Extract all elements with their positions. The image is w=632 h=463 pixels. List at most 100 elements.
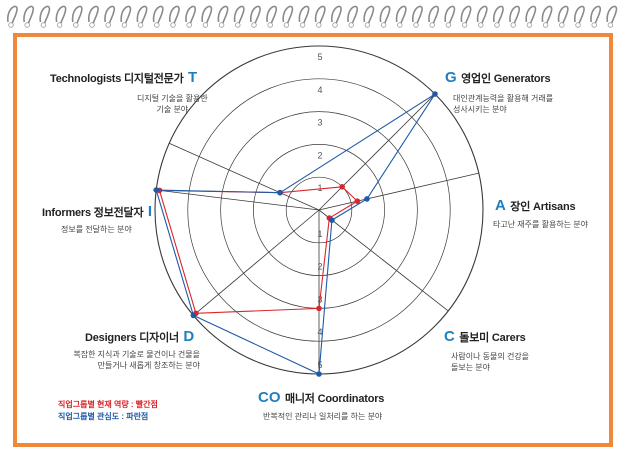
spiral-ring bbox=[169, 5, 180, 28]
axis-label-coordinators: CO 매니저 Coordinators bbox=[258, 389, 384, 407]
data-point bbox=[277, 189, 283, 196]
data-point bbox=[339, 184, 345, 190]
desc-line: 반복적인 관리나 일처리를 하는 분야 bbox=[263, 412, 383, 421]
tick-label: 1 bbox=[317, 183, 322, 193]
tick-label: 1 bbox=[317, 229, 322, 239]
axis-title: 장인 Artisans bbox=[510, 201, 576, 213]
spiral-ring bbox=[525, 5, 537, 28]
axis-label-informers: Informers 정보전달자 I bbox=[42, 203, 152, 221]
data-point bbox=[316, 305, 322, 312]
desc-line: 성사시키는 분야 bbox=[453, 105, 507, 114]
desc-line: 정보를 전달하는 분야 bbox=[61, 225, 132, 234]
notebook-spiral-binding bbox=[7, 5, 618, 28]
axis-desc-technologists: 디지털 기술을 활용한 기술 분야 bbox=[137, 93, 208, 115]
spiral-ring bbox=[185, 5, 197, 28]
axis-letter: T bbox=[187, 69, 198, 86]
tick-label: 3 bbox=[317, 118, 322, 128]
axis-desc-artisans: 타고난 재주를 활용하는 분야 bbox=[493, 219, 588, 230]
axis-title: Informers 정보전달자 bbox=[42, 207, 144, 219]
desc-line: 돌보는 분야 bbox=[451, 363, 491, 372]
spiral-ring bbox=[379, 5, 391, 28]
spiral-ring bbox=[71, 5, 83, 28]
axis-label-designers: Designers 디자이너 D bbox=[85, 328, 194, 346]
desc-line: 복잡한 지식과 기술로 물건이나 건물을 bbox=[73, 350, 200, 359]
spiral-ring bbox=[428, 5, 440, 28]
axis-label-technologists: Technologists 디지털전문가 T bbox=[50, 69, 197, 87]
spiral-ring bbox=[314, 5, 326, 28]
spiral-ring bbox=[444, 5, 456, 28]
tick-label: 2 bbox=[317, 150, 322, 160]
spiral-ring bbox=[493, 5, 504, 28]
data-point bbox=[316, 371, 322, 377]
tick-label: 4 bbox=[317, 85, 322, 95]
spiral-ring bbox=[331, 5, 342, 28]
spiral-ring bbox=[412, 5, 423, 28]
axis-title: Technologists 디지털전문가 bbox=[50, 73, 184, 85]
axis-desc-carers: 사람이나 동물의 건강을 돌보는 분야 bbox=[451, 351, 529, 373]
data-point bbox=[190, 312, 197, 319]
spiral-ring bbox=[266, 5, 278, 28]
tick-label: 4 bbox=[317, 327, 322, 337]
axis-letter: D bbox=[183, 328, 195, 345]
desc-line: 디지털 기술을 활용한 bbox=[137, 94, 208, 103]
spiral-ring bbox=[460, 5, 472, 28]
spiral-ring bbox=[201, 5, 213, 28]
spiral-ring bbox=[104, 5, 116, 28]
axis-desc-designers: 복잡한 지식과 기술로 물건이나 건물을 만들거나 새롭게 창조하는 분야 bbox=[62, 349, 200, 371]
spiral-ring bbox=[282, 5, 294, 28]
spiral-ring bbox=[590, 5, 602, 28]
axis-letter: A bbox=[495, 197, 506, 214]
radar-spoke bbox=[318, 172, 479, 211]
spiral-ring bbox=[23, 5, 35, 28]
spiral-ring bbox=[250, 5, 261, 28]
radar-spoke bbox=[156, 189, 320, 211]
series-line bbox=[158, 186, 359, 314]
spiral-ring bbox=[541, 5, 553, 28]
axis-label-artisans: A 장인 Artisans bbox=[495, 197, 576, 215]
tick-label: 2 bbox=[317, 262, 322, 272]
axis-title: Designers 디자이너 bbox=[85, 332, 179, 344]
desc-line: 기술 분야 bbox=[156, 105, 189, 114]
desc-line: 만들거나 새롭게 창조하는 분야 bbox=[97, 361, 200, 370]
data-point bbox=[153, 187, 160, 193]
radar-spoke bbox=[318, 209, 449, 312]
spiral-ring bbox=[298, 5, 310, 28]
spiral-ring bbox=[88, 5, 99, 28]
spiral-ring bbox=[7, 5, 18, 28]
axis-label-carers: C 돌보미 Carers bbox=[444, 328, 526, 346]
spiral-ring bbox=[233, 5, 245, 28]
axis-letter: CO bbox=[258, 389, 281, 406]
desc-line: 대인관계능력을 활용해 거래를 bbox=[453, 94, 554, 103]
data-point bbox=[354, 198, 361, 204]
axis-desc-informers: 정보를 전달하는 분야 bbox=[61, 224, 132, 235]
legend-current-competency: 직업그룹별 현재 역량 : 빨간점 bbox=[58, 400, 158, 409]
data-point bbox=[329, 217, 335, 223]
spiral-ring bbox=[55, 5, 67, 28]
axis-desc-coordinators: 반복적인 관리나 일처리를 하는 분야 bbox=[263, 411, 382, 422]
spiral-ring bbox=[120, 5, 132, 28]
data-point bbox=[432, 91, 438, 97]
radar-spoke bbox=[193, 209, 320, 316]
spiral-ring bbox=[363, 5, 375, 28]
tick-label: 5 bbox=[317, 52, 322, 62]
series-line bbox=[155, 93, 436, 375]
desc-line: 타고난 재주를 활용하는 분야 bbox=[493, 220, 588, 229]
axis-letter: G bbox=[445, 69, 457, 86]
axis-title: 영업인 Generators bbox=[461, 73, 551, 85]
spiral-ring bbox=[217, 5, 229, 28]
axis-title: 돌보미 Carers bbox=[459, 332, 526, 344]
axis-title: 매니저 Coordinators bbox=[284, 393, 385, 405]
spiral-ring bbox=[476, 5, 488, 28]
spiral-ring bbox=[136, 5, 148, 28]
axis-letter: I bbox=[147, 203, 153, 220]
legend-interest: 직업그룹별 관심도 : 파란점 bbox=[58, 412, 149, 421]
spiral-ring bbox=[39, 5, 51, 28]
spiral-ring bbox=[152, 5, 164, 28]
radar-spoke bbox=[169, 142, 320, 211]
desc-line: 사람이나 동물의 건강을 bbox=[451, 352, 530, 361]
axis-label-generators: G 영업인 Generators bbox=[445, 69, 551, 87]
spiral-ring bbox=[606, 5, 618, 28]
spiral-ring bbox=[347, 5, 359, 28]
